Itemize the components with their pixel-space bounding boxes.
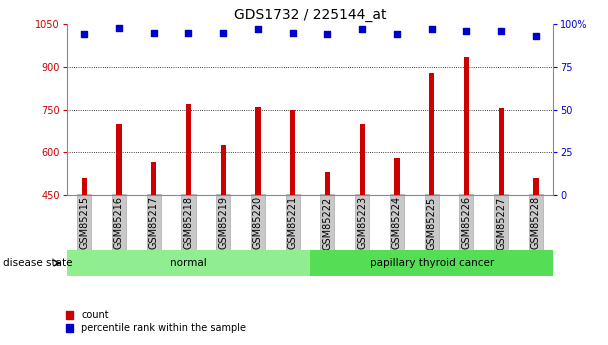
Point [288, 30, 297, 36]
Text: normal: normal [170, 258, 207, 268]
Point [358, 27, 367, 32]
Point [323, 32, 333, 37]
Point [114, 25, 124, 30]
Bar [359, 124, 365, 195]
Bar [81, 178, 87, 195]
Title: GDS1732 / 225144_at: GDS1732 / 225144_at [234, 8, 386, 22]
Bar [255, 107, 261, 195]
Bar [499, 108, 504, 195]
Point [427, 27, 437, 32]
Point [461, 28, 471, 34]
Bar [429, 72, 434, 195]
Bar [151, 162, 156, 195]
Point [218, 30, 228, 36]
Bar [186, 104, 191, 195]
Bar [290, 110, 295, 195]
Point [253, 27, 263, 32]
Point [184, 30, 193, 36]
Bar [325, 172, 330, 195]
Point [496, 28, 506, 34]
Point [392, 32, 402, 37]
Text: papillary thyroid cancer: papillary thyroid cancer [370, 258, 494, 268]
Text: disease state: disease state [3, 258, 72, 268]
Point [531, 33, 541, 39]
Bar [533, 178, 539, 195]
Point [80, 32, 89, 37]
Bar [221, 145, 226, 195]
Point [149, 30, 159, 36]
Legend: count, percentile rank within the sample: count, percentile rank within the sample [66, 310, 246, 333]
Bar [116, 124, 122, 195]
Bar [395, 158, 399, 195]
Bar [464, 57, 469, 195]
